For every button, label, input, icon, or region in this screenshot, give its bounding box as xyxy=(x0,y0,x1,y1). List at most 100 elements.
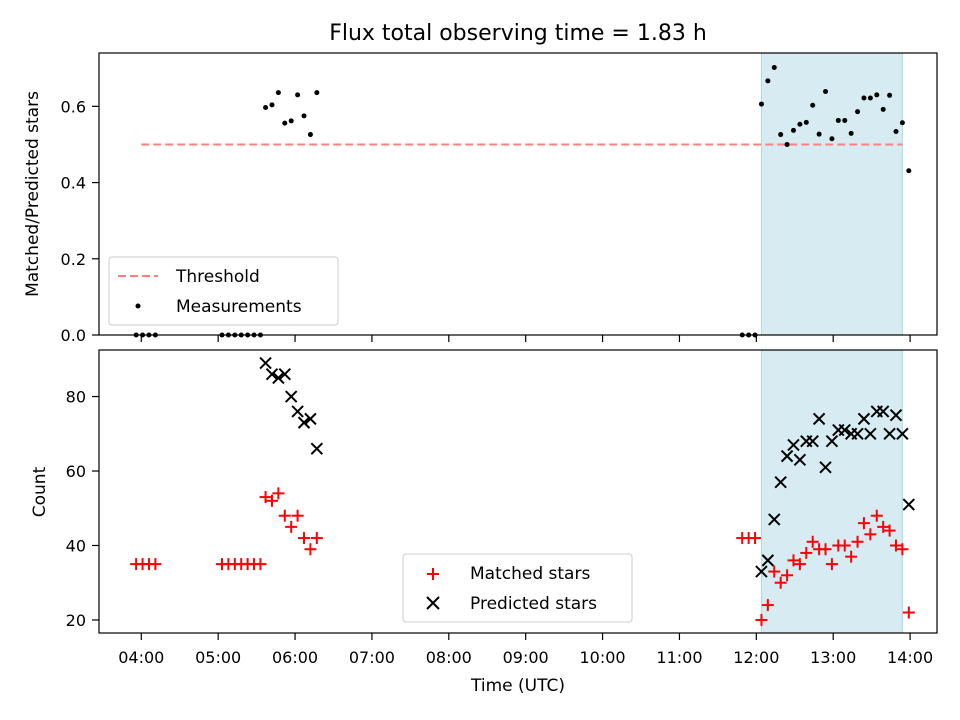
predicted-star-point xyxy=(265,367,279,381)
predicted-stroke xyxy=(310,442,324,455)
measurement-point xyxy=(823,88,829,94)
matched-star-point xyxy=(259,491,272,504)
predicted-stroke xyxy=(304,412,317,426)
predicted-star-point xyxy=(291,405,304,418)
matched-star-point xyxy=(278,509,291,522)
matched-star-point xyxy=(883,524,896,537)
matched-star-point xyxy=(819,543,832,556)
x-tick-label: 09:00 xyxy=(503,648,549,667)
predicted-stroke xyxy=(259,356,272,370)
predicted-star-point xyxy=(793,453,807,467)
matched-star-point xyxy=(851,535,864,548)
predicted-star-point xyxy=(284,390,298,403)
x-tick-label: 10:00 xyxy=(580,648,626,667)
predicted-stroke xyxy=(761,554,775,567)
measurement-point xyxy=(765,78,771,84)
measurement-point xyxy=(829,136,835,142)
predicted-star-point xyxy=(902,498,916,511)
x-tick-label: 04:00 xyxy=(118,648,164,667)
measurement-point xyxy=(314,90,320,96)
top-y-axis-label: Matched/Predicted stars xyxy=(23,91,43,297)
predicted-star-point xyxy=(819,461,832,474)
top-axes-frame xyxy=(98,52,938,336)
predicted-star-point xyxy=(896,427,909,440)
matched-star-point xyxy=(781,569,794,582)
matched-star-point xyxy=(870,509,883,522)
matched-star-point xyxy=(889,539,902,552)
predicted-stroke xyxy=(297,416,311,429)
measurement-point xyxy=(771,64,777,70)
matched-star-point xyxy=(774,576,787,589)
measurement-point xyxy=(848,130,854,136)
top-legend-box xyxy=(108,256,339,326)
measurement-point xyxy=(906,168,912,174)
measurement-point xyxy=(835,117,841,123)
predicted-stroke xyxy=(793,453,807,467)
measurements-legend-label: Measurements xyxy=(176,297,302,317)
bottom-y-tick-label: 40 xyxy=(66,536,86,555)
matched-legend-swatch xyxy=(427,568,439,580)
matched-star-point xyxy=(787,554,800,567)
predicted-star-point xyxy=(838,423,851,437)
predicted-stroke xyxy=(819,461,832,474)
measurement-point xyxy=(855,109,861,115)
predicted-stroke xyxy=(755,565,768,578)
predicted-stroke xyxy=(838,423,851,437)
measurement-point xyxy=(880,106,886,112)
matched-star-point xyxy=(291,509,304,522)
matched-star-point xyxy=(285,520,298,533)
top-plot-area xyxy=(133,52,912,338)
top-panel: 0.0 0.2 0.4 0.6 Matched/Predicted stars Thr… xyxy=(23,52,938,345)
matched-star-point xyxy=(845,550,858,563)
matched-star-point xyxy=(755,613,768,626)
x-tick-label: 13:00 xyxy=(810,648,856,667)
matched-star-point xyxy=(749,532,762,545)
x-tick-label: 12:00 xyxy=(733,648,779,667)
matched-star-point xyxy=(896,543,909,556)
predicted-star-point xyxy=(825,435,839,448)
x-axis-label: Time (UTC) xyxy=(470,676,565,696)
predicted-star-point xyxy=(787,438,800,452)
predicted-stroke xyxy=(825,435,839,448)
measurement-point xyxy=(893,129,899,135)
matched-star-point xyxy=(254,558,267,571)
x-tick-label: 07:00 xyxy=(349,648,395,667)
predicted-star-point xyxy=(889,408,903,422)
x-tick-label: 08:00 xyxy=(426,648,472,667)
predicted-star-point xyxy=(876,405,890,418)
chart-title: Flux total observing time = 1.83 h xyxy=(329,21,707,46)
top-y-axis: 0.0 0.2 0.4 0.6 xyxy=(61,97,911,345)
matched-star-point xyxy=(857,517,870,530)
matched-legend-label: Matched stars xyxy=(470,564,590,584)
predicted-stroke xyxy=(278,367,292,381)
predicted-star-point xyxy=(864,427,877,440)
matched-star-point xyxy=(272,487,285,500)
predicted-star-point xyxy=(774,475,787,489)
top-y-tick-label: 0.6 xyxy=(61,97,86,116)
bottom-panel: 20 40 60 80 04:00 05:00 06:00 07:00 08:00 09:00 10… xyxy=(30,349,938,696)
predicted-legend-swatch xyxy=(426,596,440,610)
x-tick-label: 06:00 xyxy=(272,648,318,667)
predicted-stroke xyxy=(896,427,909,440)
measurements-legend-swatch xyxy=(135,303,141,309)
measurement-point xyxy=(861,95,867,101)
predicted-stroke xyxy=(864,427,877,440)
measurement-point xyxy=(803,119,809,125)
matched-star-point xyxy=(825,558,838,571)
bottom-y-tick-label: 60 xyxy=(66,462,86,481)
bottom-legend-box xyxy=(402,553,633,623)
predicted-stroke xyxy=(768,513,781,526)
predicted-stroke xyxy=(851,427,864,440)
predicted-star-point xyxy=(755,565,768,578)
matched-star-point xyxy=(310,532,323,545)
predicted-stroke xyxy=(883,427,896,440)
matched-star-point xyxy=(149,558,162,571)
predicted-star-point xyxy=(857,412,871,426)
matched-star-point xyxy=(877,520,890,533)
measurement-point xyxy=(784,141,790,147)
top-y-tick-label: 0.0 xyxy=(61,326,86,345)
bottom-y-tick-label: 20 xyxy=(66,611,86,630)
predicted-stroke xyxy=(806,435,819,448)
predicted-star-point xyxy=(310,442,324,455)
